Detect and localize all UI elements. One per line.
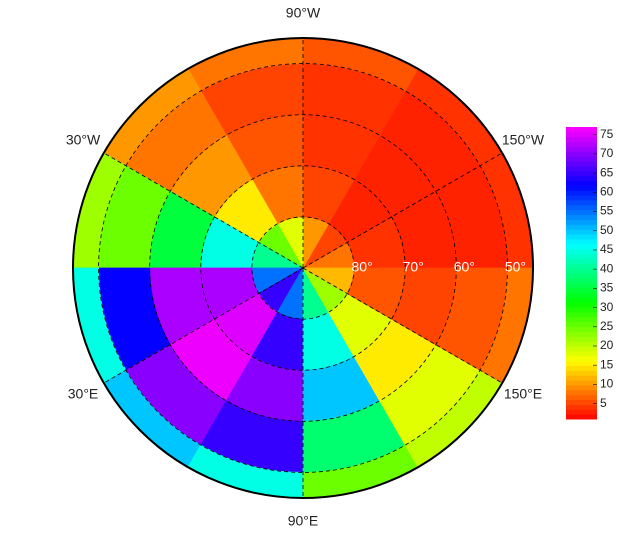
colorbar-swatch — [566, 195, 597, 201]
colorbar-swatch — [566, 146, 597, 152]
colorbar-swatch — [566, 253, 597, 259]
colorbar-swatch — [566, 204, 597, 211]
colorbar-swatch — [566, 350, 597, 357]
colorbar-label: 40 — [600, 261, 614, 275]
colorbar-swatch — [566, 336, 597, 342]
colorbar-swatch — [566, 370, 597, 376]
colorbar-swatch — [566, 346, 597, 352]
colorbar-swatch — [566, 273, 597, 279]
colorbar-swatch — [566, 399, 597, 405]
longitude-label: 30°W — [66, 132, 101, 148]
colorbar-swatch — [566, 341, 597, 347]
longitude-label: 30°E — [68, 386, 99, 402]
colorbar-swatch — [566, 136, 597, 143]
colorbar-swatch — [566, 248, 597, 255]
colorbar-swatch — [566, 127, 597, 133]
colorbar-swatch — [566, 268, 597, 274]
colorbar-swatch — [566, 380, 597, 386]
colorbar-swatch — [566, 307, 597, 313]
colorbar-swatch — [566, 234, 597, 240]
colorbar-swatch — [566, 394, 597, 401]
latitude-line — [149, 114, 457, 422]
colorbar-swatch — [566, 384, 597, 391]
colorbar-swatch — [566, 360, 597, 366]
colorbar-label: 15 — [600, 357, 614, 371]
colorbar-swatch — [566, 311, 597, 318]
longitude-label: 90°W — [286, 5, 321, 21]
latitude-label: 50° — [505, 259, 526, 275]
colorbar-label: 65 — [600, 165, 614, 179]
colorbar-label: 20 — [600, 338, 614, 352]
colorbar-swatch — [566, 224, 597, 230]
colorbar-label: 60 — [600, 184, 614, 198]
colorbar-label: 70 — [600, 146, 614, 160]
colorbar-label: 10 — [600, 377, 614, 391]
meridian-line — [103, 267, 304, 384]
colorbar-swatch — [566, 292, 597, 298]
colorbar-swatch — [566, 141, 597, 147]
longitude-label: 150°E — [504, 386, 542, 402]
colorbar-swatch — [566, 151, 597, 157]
colorbar-swatch — [566, 321, 597, 328]
colorbar-swatch — [566, 365, 597, 371]
colorbar-swatch — [566, 355, 597, 362]
colorbar-swatch — [566, 409, 597, 415]
colorbar-swatch — [566, 282, 597, 289]
latitude-label: 60° — [454, 259, 475, 275]
meridian-line — [302, 267, 503, 384]
longitude-label: 90°E — [288, 513, 319, 529]
longitude-label: 150°W — [502, 132, 545, 148]
colorbar-label: 50 — [600, 223, 614, 237]
colorbar-swatch — [566, 375, 597, 381]
colorbar-swatch — [566, 326, 597, 332]
graticule: 80° 70° 60° 50° 90°W 30°W 150°W 30°E 150°E 90°E — [66, 5, 545, 529]
colorbar-swatch — [566, 316, 597, 323]
colorbar-label: 25 — [600, 319, 614, 333]
colorbar-swatch — [566, 180, 597, 186]
latitude-line — [200, 165, 406, 371]
colorbar-swatch — [566, 161, 597, 167]
colorbar-swatch — [566, 331, 597, 337]
colorbar: 5 10 15 20 25 30 35 40 45 50 55 60 65 70 75 — [566, 127, 614, 420]
colorbar-swatch — [566, 165, 597, 172]
meridian-line — [103, 152, 304, 269]
colorbar-label: 75 — [600, 127, 614, 141]
colorbar-swatch — [566, 287, 597, 293]
colorbar-label: 5 — [600, 396, 607, 410]
colorbar-swatch — [566, 175, 597, 182]
latitude-label: 80° — [352, 259, 373, 275]
colorbar-swatch — [566, 185, 597, 191]
colorbar-swatch — [566, 209, 597, 216]
colorbar-label: 30 — [600, 300, 614, 314]
colorbar-swatch — [566, 263, 597, 269]
field — [73, 38, 533, 498]
colorbar-swatch — [566, 156, 597, 162]
colorbar-swatch — [566, 214, 597, 220]
colorbar-swatch — [566, 229, 597, 235]
colorbar-swatch — [566, 404, 597, 410]
colorbar-swatch — [566, 190, 597, 196]
colorbar-swatch — [566, 243, 597, 250]
colorbar-swatch — [566, 297, 597, 303]
colorbar-swatch — [566, 277, 597, 284]
colorbar-label: 45 — [600, 242, 614, 256]
colorbar-swatch — [566, 389, 597, 396]
colorbar-swatch — [566, 258, 597, 264]
colorbar-label: 35 — [600, 281, 614, 295]
colorbar-swatch — [566, 414, 597, 420]
latitude-label: 70° — [403, 259, 424, 275]
colorbar-label: 55 — [600, 204, 614, 218]
colorbar-swatch — [566, 200, 597, 206]
meridian-line — [302, 152, 503, 269]
colorbar-swatch — [566, 170, 597, 177]
map-edge — [72, 37, 534, 499]
colorbar-swatch — [566, 238, 597, 245]
colorbar-swatch — [566, 302, 597, 308]
colorbar-swatch — [566, 219, 597, 225]
colorbar-swatch — [566, 131, 597, 138]
latitude-line — [98, 63, 508, 473]
